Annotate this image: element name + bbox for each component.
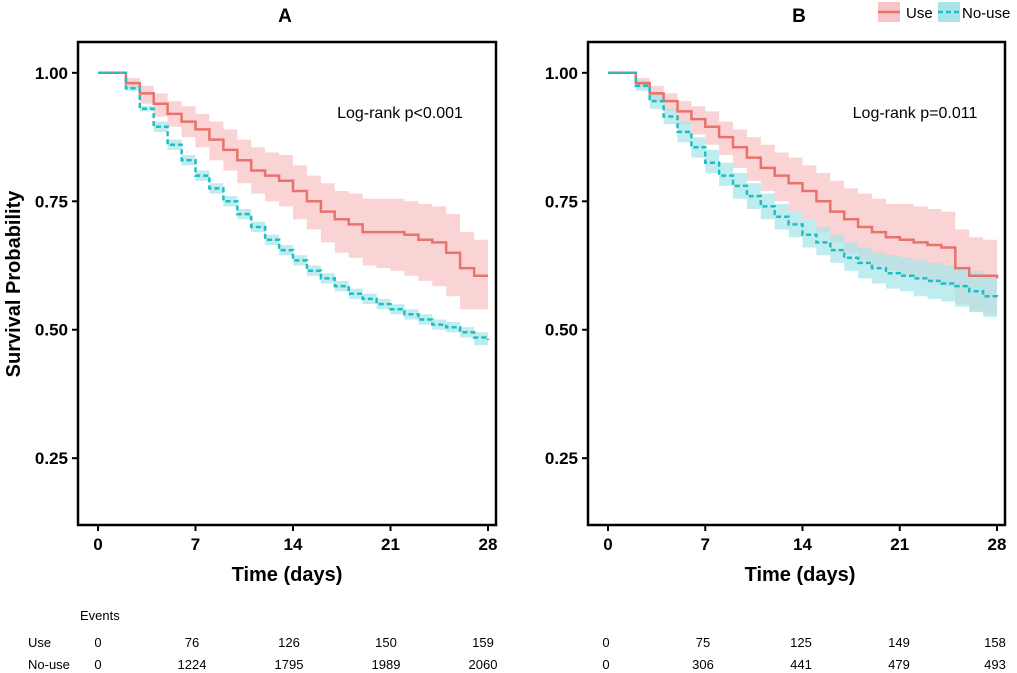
x-tick-label-b: 7 xyxy=(701,535,710,554)
legend-no-use-label: No-use xyxy=(962,5,1010,22)
events-use-cell-b: 125 xyxy=(790,635,812,650)
y-tick-label-b: 0.25 xyxy=(545,449,578,468)
survival-line-use-b xyxy=(608,71,999,279)
y-tick-label-a: 1.00 xyxy=(35,64,68,83)
y-tick-label-b: 0.50 xyxy=(545,321,578,340)
events-no-use-cell-a: 1224 xyxy=(178,657,207,672)
y-tick-label-a: 0.25 xyxy=(35,449,68,468)
survival-line-no-use-a xyxy=(98,71,490,340)
ci-band-no-use-b xyxy=(608,72,997,320)
x-tick-label-b: 21 xyxy=(890,535,909,554)
events-use-cell-b: 0 xyxy=(602,635,609,650)
ci-band-use-b xyxy=(608,72,997,315)
x-tick-label-b: 28 xyxy=(988,535,1007,554)
legend-use-label: Use xyxy=(906,5,933,22)
panel-b: B 0.25 0.50 0.75 1.00 0 7 14 21 28 Time (days) Log-… xyxy=(545,6,1007,672)
events-no-use-cell-a: 1989 xyxy=(372,657,401,672)
y-tick-label-a: 0.75 xyxy=(35,192,68,211)
x-tick-label-a: 7 xyxy=(191,535,200,554)
x-tick-label-a: 14 xyxy=(284,535,303,554)
log-rank-annotation-a: Log-rank p<0.001 xyxy=(337,105,463,122)
y-tick-label-b: 0.75 xyxy=(545,192,578,211)
panel-a: A 0.25 0.50 0.75 1.00 0 7 14 21 28 Time (days) Surv… xyxy=(3,6,497,672)
plot-area-a xyxy=(98,71,490,348)
legend: Use No-use xyxy=(878,2,1010,22)
y-tick-label-b: 1.00 xyxy=(545,64,578,83)
events-no-use-cell-b: 0 xyxy=(602,657,609,672)
x-tick-label-a: 28 xyxy=(479,535,498,554)
events-table-a: Events Use No-use 0 76 126 150 159 0 1224 1795 1989… xyxy=(28,608,497,672)
log-rank-annotation-b: Log-rank p=0.011 xyxy=(853,105,978,122)
x-tick-label-a: 21 xyxy=(381,535,400,554)
events-no-use-cell-b: 493 xyxy=(984,657,1006,672)
events-no-use-cell-b: 441 xyxy=(790,657,812,672)
events-row-label: Use xyxy=(28,635,51,650)
events-row-label: No-use xyxy=(28,657,70,672)
plot-area-b xyxy=(608,71,999,320)
survival-line-use-a xyxy=(98,71,488,278)
events-no-use-cell-a: 0 xyxy=(94,657,101,672)
events-no-use-cell-b: 479 xyxy=(888,657,910,672)
x-tick-label-b: 14 xyxy=(793,535,812,554)
y-axis-title-a: Survival Probability xyxy=(3,190,25,378)
events-no-use-cell-a: 1795 xyxy=(275,657,304,672)
x-tick-label-a: 0 xyxy=(93,535,102,554)
events-use-cell-a: 150 xyxy=(375,635,397,650)
x-axis-title-a: Time (days) xyxy=(232,564,343,586)
events-use-cell-a: 126 xyxy=(278,635,300,650)
events-use-cell-a: 76 xyxy=(185,635,199,650)
panel-letter-b: B xyxy=(792,6,806,27)
events-use-cell-a: 0 xyxy=(94,635,101,650)
panel-letter-a: A xyxy=(278,6,292,27)
plot-frame-b xyxy=(586,40,1007,527)
events-use-cell-b: 149 xyxy=(888,635,910,650)
events-use-cell-b: 75 xyxy=(696,635,710,650)
survival-line-no-use-b xyxy=(608,71,999,299)
events-no-use-cell-b: 306 xyxy=(692,657,714,672)
events-no-use-cell-a: 2060 xyxy=(469,657,498,672)
events-table-title: Events xyxy=(80,608,120,623)
plot-frame-a xyxy=(76,40,498,527)
events-use-cell-a: 159 xyxy=(472,635,494,650)
y-tick-label-a: 0.50 xyxy=(35,321,68,340)
events-table-b: 0 75 125 149 158 0 306 441 479 493 xyxy=(602,635,1005,672)
x-axis-title-b: Time (days) xyxy=(745,564,856,586)
x-tick-label-b: 0 xyxy=(603,535,612,554)
events-use-cell-b: 158 xyxy=(984,635,1006,650)
